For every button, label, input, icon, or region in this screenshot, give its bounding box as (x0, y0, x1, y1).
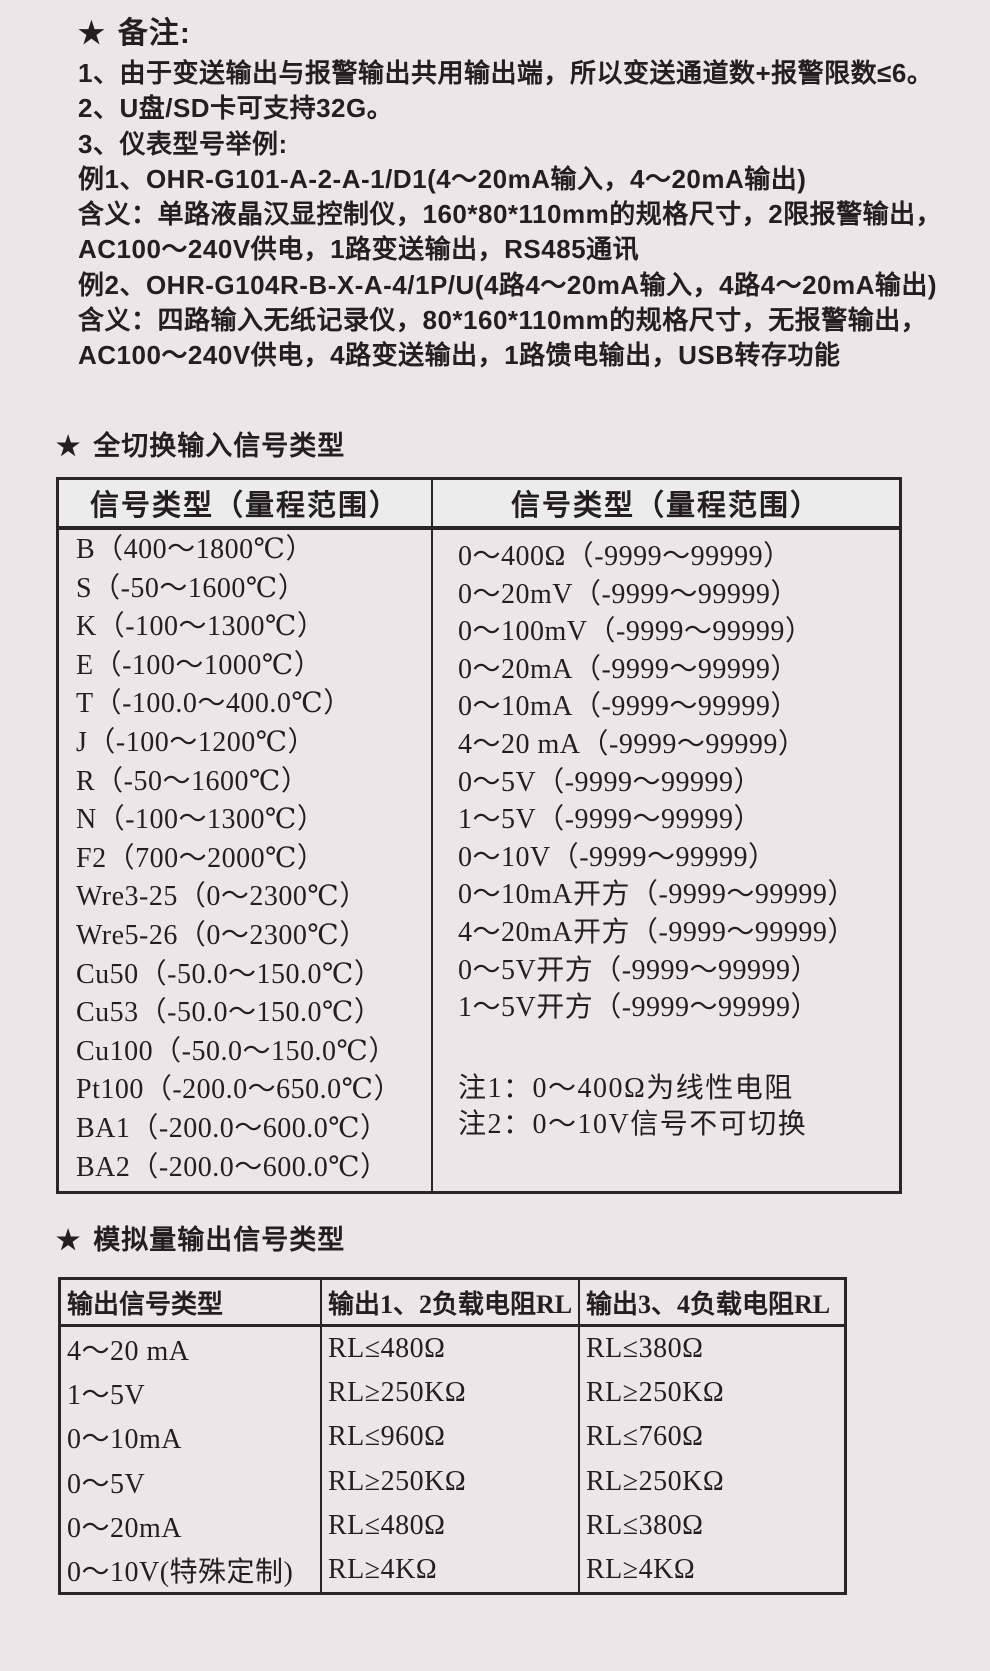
input-table-body: B（400～1800℃） S（-50～1600℃） K（-100～1300℃） … (59, 530, 899, 1191)
input-table-notes: 注1：0～400Ω为线性电阻 注2：0～10V信号不可切换 (458, 1071, 899, 1144)
output-type-cell: 0～10mA (61, 1415, 322, 1460)
output-type-cell: 4～20 mA (61, 1327, 322, 1372)
remarks-section: ★ 备注: 1、由于变送输出与报警输出共用输出端，所以变送通道数+报警限数≤6。 … (78, 16, 958, 374)
signal-row: 0～10V（-9999～99999） (458, 841, 777, 873)
signal-row: Pt100（-200.0～650.0℃） (76, 1074, 402, 1106)
signal-row: 0～20mA（-9999～99999） (458, 653, 799, 685)
input-signal-heading: ★ 全切换输入信号类型 (56, 424, 345, 463)
input-table-header-right: 信号类型（量程范围） (510, 490, 821, 522)
signal-row: 0～400Ω（-9999～99999） (458, 541, 792, 572)
table-row: 4～20 mA RL≤480Ω RL≤380Ω (61, 1327, 844, 1372)
signal-row: Cu100（-50.0～150.0℃） (76, 1035, 397, 1067)
output-signal-table: 输出信号类型 输出1、2负载电阻RL 输出3、4负载电阻RL 4～20 mA R… (58, 1277, 847, 1595)
signal-row: 0～10mA（-9999～99999） (458, 691, 799, 723)
output-type-cell: 1～5V (61, 1371, 322, 1416)
remark-line: 1、由于变送输出与报警输出共用输出端，所以变送通道数+报警限数≤6。 (78, 58, 934, 88)
remark-line: 2、U盘/SD卡可支持32G。 (78, 93, 394, 124)
input-signal-heading-text: 全切换输入信号类型 (93, 431, 346, 461)
load-resistance-cell: RL≥250KΩ (322, 1371, 580, 1416)
signal-row: S（-50～1600℃） (76, 572, 307, 604)
signal-row: 0～5V开方（-9999～99999） (458, 954, 820, 986)
output-table-header-rl34: 输出3、4负载电阻RL (586, 1289, 831, 1319)
table-row: 0～20mA RL≤480Ω RL≤380Ω (61, 1503, 844, 1548)
signal-row: Cu53（-50.0～150.0℃） (76, 997, 383, 1029)
output-type-cell: 0～20mA (61, 1503, 322, 1548)
signal-row: T（-100.0～400.0℃） (76, 688, 352, 720)
signal-row: 1～5V开方（-9999～99999） (458, 992, 820, 1024)
remark-line: 例1、OHR-G101-A-2-A-1/D1(4～20mA输入，4～20mA输出… (78, 163, 807, 194)
signal-row: BA1（-200.0～600.0℃） (76, 1112, 389, 1144)
signal-row: K（-100～1300℃） (76, 611, 326, 643)
input-table-header-left: 信号类型（量程范围） (59, 480, 433, 526)
signal-row: Wre3-25（0～2300℃） (76, 881, 368, 913)
load-resistance-cell: RL≥250KΩ (322, 1459, 580, 1504)
output-type-cell: 0～10V(特殊定制) (61, 1547, 322, 1593)
signal-row: N（-100～1300℃） (76, 804, 326, 836)
signal-row: Wre5-26（0～2300℃） (76, 919, 368, 951)
signal-row: 4～20 mA（-9999～99999） (458, 728, 807, 760)
star-icon: ★ (56, 431, 82, 461)
output-signal-heading-text: 模拟量输出信号类型 (93, 1225, 346, 1255)
load-resistance-cell: RL≤380Ω (586, 1509, 704, 1541)
load-resistance-cell: RL≥4KΩ (322, 1547, 580, 1593)
signal-row: 1～5V（-9999～99999） (458, 804, 763, 836)
load-resistance-cell: RL≥250KΩ (586, 1465, 725, 1497)
load-resistance-cell: RL≤480Ω (322, 1327, 580, 1372)
thermocouple-signal-column: B（400～1800℃） S（-50～1600℃） K（-100～1300℃） … (59, 530, 433, 1191)
remark-line: 含义：单路液晶汉显控制仪，160*80*110mm的规格尺寸，2限报警输出， (78, 199, 943, 230)
output-type-cell: 0～5V (61, 1459, 322, 1504)
output-table-header-row: 输出信号类型 输出1、2负载电阻RL 输出3、4负载电阻RL (61, 1280, 844, 1327)
signal-row: 0～5V（-9999～99999） (458, 766, 763, 798)
output-table-body: 4～20 mA RL≤480Ω RL≤380Ω 1～5V RL≥250KΩ RL… (61, 1327, 844, 1593)
signal-row: 0～10mA开方（-9999～99999） (458, 879, 856, 911)
remark-line: 含义：四路输入无纸记录仪，80*160*110mm的规格尺寸，无报警输出， (78, 305, 928, 336)
star-icon: ★ (78, 17, 106, 50)
remark-line: AC100～240V供电，1路变送输出，RS485通讯 (78, 234, 640, 265)
output-signal-heading: ★ 模拟量输出信号类型 (56, 1218, 345, 1257)
load-resistance-cell: RL≥250KΩ (586, 1377, 725, 1409)
table-row: 1～5V RL≥250KΩ RL≥250KΩ (61, 1371, 844, 1416)
remarks-title: ★ 备注: (78, 16, 958, 52)
signal-row: 0～20mV（-9999～99999） (458, 578, 799, 610)
input-signal-table: 信号类型（量程范围） 信号类型（量程范围） B（400～1800℃） S（-50… (56, 477, 902, 1194)
load-resistance-cell: RL≤380Ω (586, 1333, 704, 1365)
signal-row: BA2（-200.0～600.0℃） (76, 1151, 389, 1183)
signal-row: Cu50（-50.0～150.0℃） (76, 958, 383, 990)
signal-row: B（400～1800℃） (76, 534, 314, 565)
remark-line: 例2、OHR-G104R-B-X-A-4/1P/U(4路4～20mA输入，4路4… (78, 269, 938, 300)
load-resistance-cell: RL≤480Ω (322, 1503, 580, 1548)
linear-signal-column: 0～400Ω（-9999～99999） 0～20mV（-9999～99999） … (433, 530, 899, 1191)
table-row: 0～10V(特殊定制) RL≥4KΩ RL≥4KΩ (61, 1547, 844, 1593)
remark-line: AC100～240V供电，4路变送输出，1路馈电输出，USB转存功能 (78, 340, 841, 371)
star-icon: ★ (56, 1225, 82, 1255)
signal-row: F2（700～2000℃） (76, 842, 326, 874)
signal-row: J（-100～1200℃） (76, 726, 317, 758)
table-row: 0～10mA RL≤960Ω RL≤760Ω (61, 1415, 844, 1460)
signal-row: 4～20mA开方（-9999～99999） (458, 916, 856, 948)
output-table-header-type: 输出信号类型 (61, 1280, 322, 1324)
load-resistance-cell: RL≥4KΩ (586, 1553, 696, 1585)
signal-row: 0～100mV（-9999～99999） (458, 616, 814, 648)
remark-line: 3、仪表型号举例: (78, 128, 288, 159)
note-line: 注1：0～400Ω为线性电阻 (458, 1072, 794, 1104)
signal-row: R（-50～1600℃） (76, 765, 310, 797)
remarks-title-text: 备注: (117, 17, 191, 50)
load-resistance-cell: RL≤960Ω (322, 1415, 580, 1460)
table-row: 0～5V RL≥250KΩ RL≥250KΩ (61, 1459, 844, 1504)
input-table-header-row: 信号类型（量程范围） 信号类型（量程范围） (59, 480, 899, 530)
note-line: 注2：0～10V信号不可切换 (458, 1109, 808, 1141)
load-resistance-cell: RL≤760Ω (586, 1421, 704, 1453)
output-table-header-rl12: 输出1、2负载电阻RL (322, 1280, 580, 1324)
signal-row: E（-100～1000℃） (76, 649, 323, 681)
